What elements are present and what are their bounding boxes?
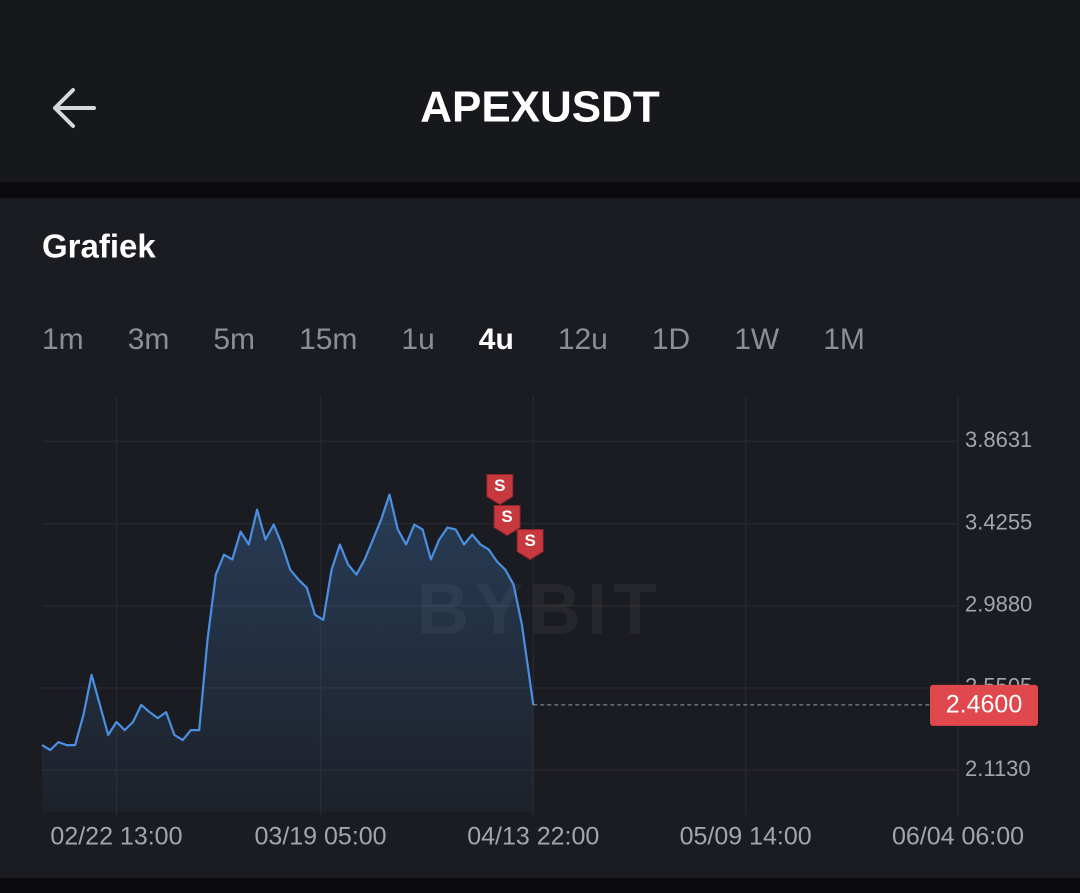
back-arrow[interactable] <box>53 88 96 128</box>
sell-marker <box>493 505 521 537</box>
interval-tab[interactable]: 4u <box>479 323 514 356</box>
x-tick-label: 02/22 13:00 <box>50 823 182 851</box>
chart: 02/22 13:00 03/19 05:00 04/13 22:00 05/09 1… <box>41 395 1038 851</box>
interval-tab[interactable]: 3m <box>128 323 170 356</box>
sell-marker-label: S <box>501 507 512 526</box>
interval-tab[interactable]: 12u <box>558 323 608 356</box>
sell-marker <box>486 474 514 506</box>
last-price-label: 2.4600 <box>946 691 1022 719</box>
price-area <box>42 494 534 812</box>
sell-marker <box>516 529 544 561</box>
x-tick-label: 05/09 14:00 <box>680 823 812 851</box>
interval-tab[interactable]: 1M <box>823 323 865 356</box>
interval-tab[interactable]: 1D <box>652 323 690 356</box>
y-tick-label: 3.4255 <box>965 509 1032 534</box>
interval-tab[interactable]: 5m <box>213 323 255 356</box>
y-tick-label: 2.9880 <box>965 592 1032 617</box>
interval-tab[interactable]: 1W <box>734 323 780 356</box>
y-tick-label: 2.1130 <box>965 756 1031 781</box>
sell-marker-label: S <box>524 531 535 550</box>
sell-marker-label: S <box>494 476 505 495</box>
interval-tabs: 1m 3m 5m 15m 1u 4u 12u 1D 1W 1M <box>42 323 865 356</box>
price-line <box>41 493 535 752</box>
y-tick-label: 3.8631 <box>965 427 1032 452</box>
bottom-bar <box>0 878 1080 893</box>
interval-tab[interactable]: 1u <box>401 323 434 356</box>
back-button[interactable] <box>53 88 96 128</box>
x-tick-label: 03/19 05:00 <box>255 823 387 851</box>
page-title: APEXUSDT <box>420 83 660 132</box>
interval-tab[interactable]: 15m <box>299 323 357 356</box>
interval-tab[interactable]: 1m <box>42 323 84 356</box>
divider <box>0 182 1080 198</box>
last-price-badge <box>930 684 1038 726</box>
header-bg <box>0 0 1080 182</box>
x-tick-label: 04/13 22:00 <box>467 823 599 851</box>
x-tick-label: 06/04 06:00 <box>892 823 1024 851</box>
section-title: Grafiek <box>42 228 156 265</box>
